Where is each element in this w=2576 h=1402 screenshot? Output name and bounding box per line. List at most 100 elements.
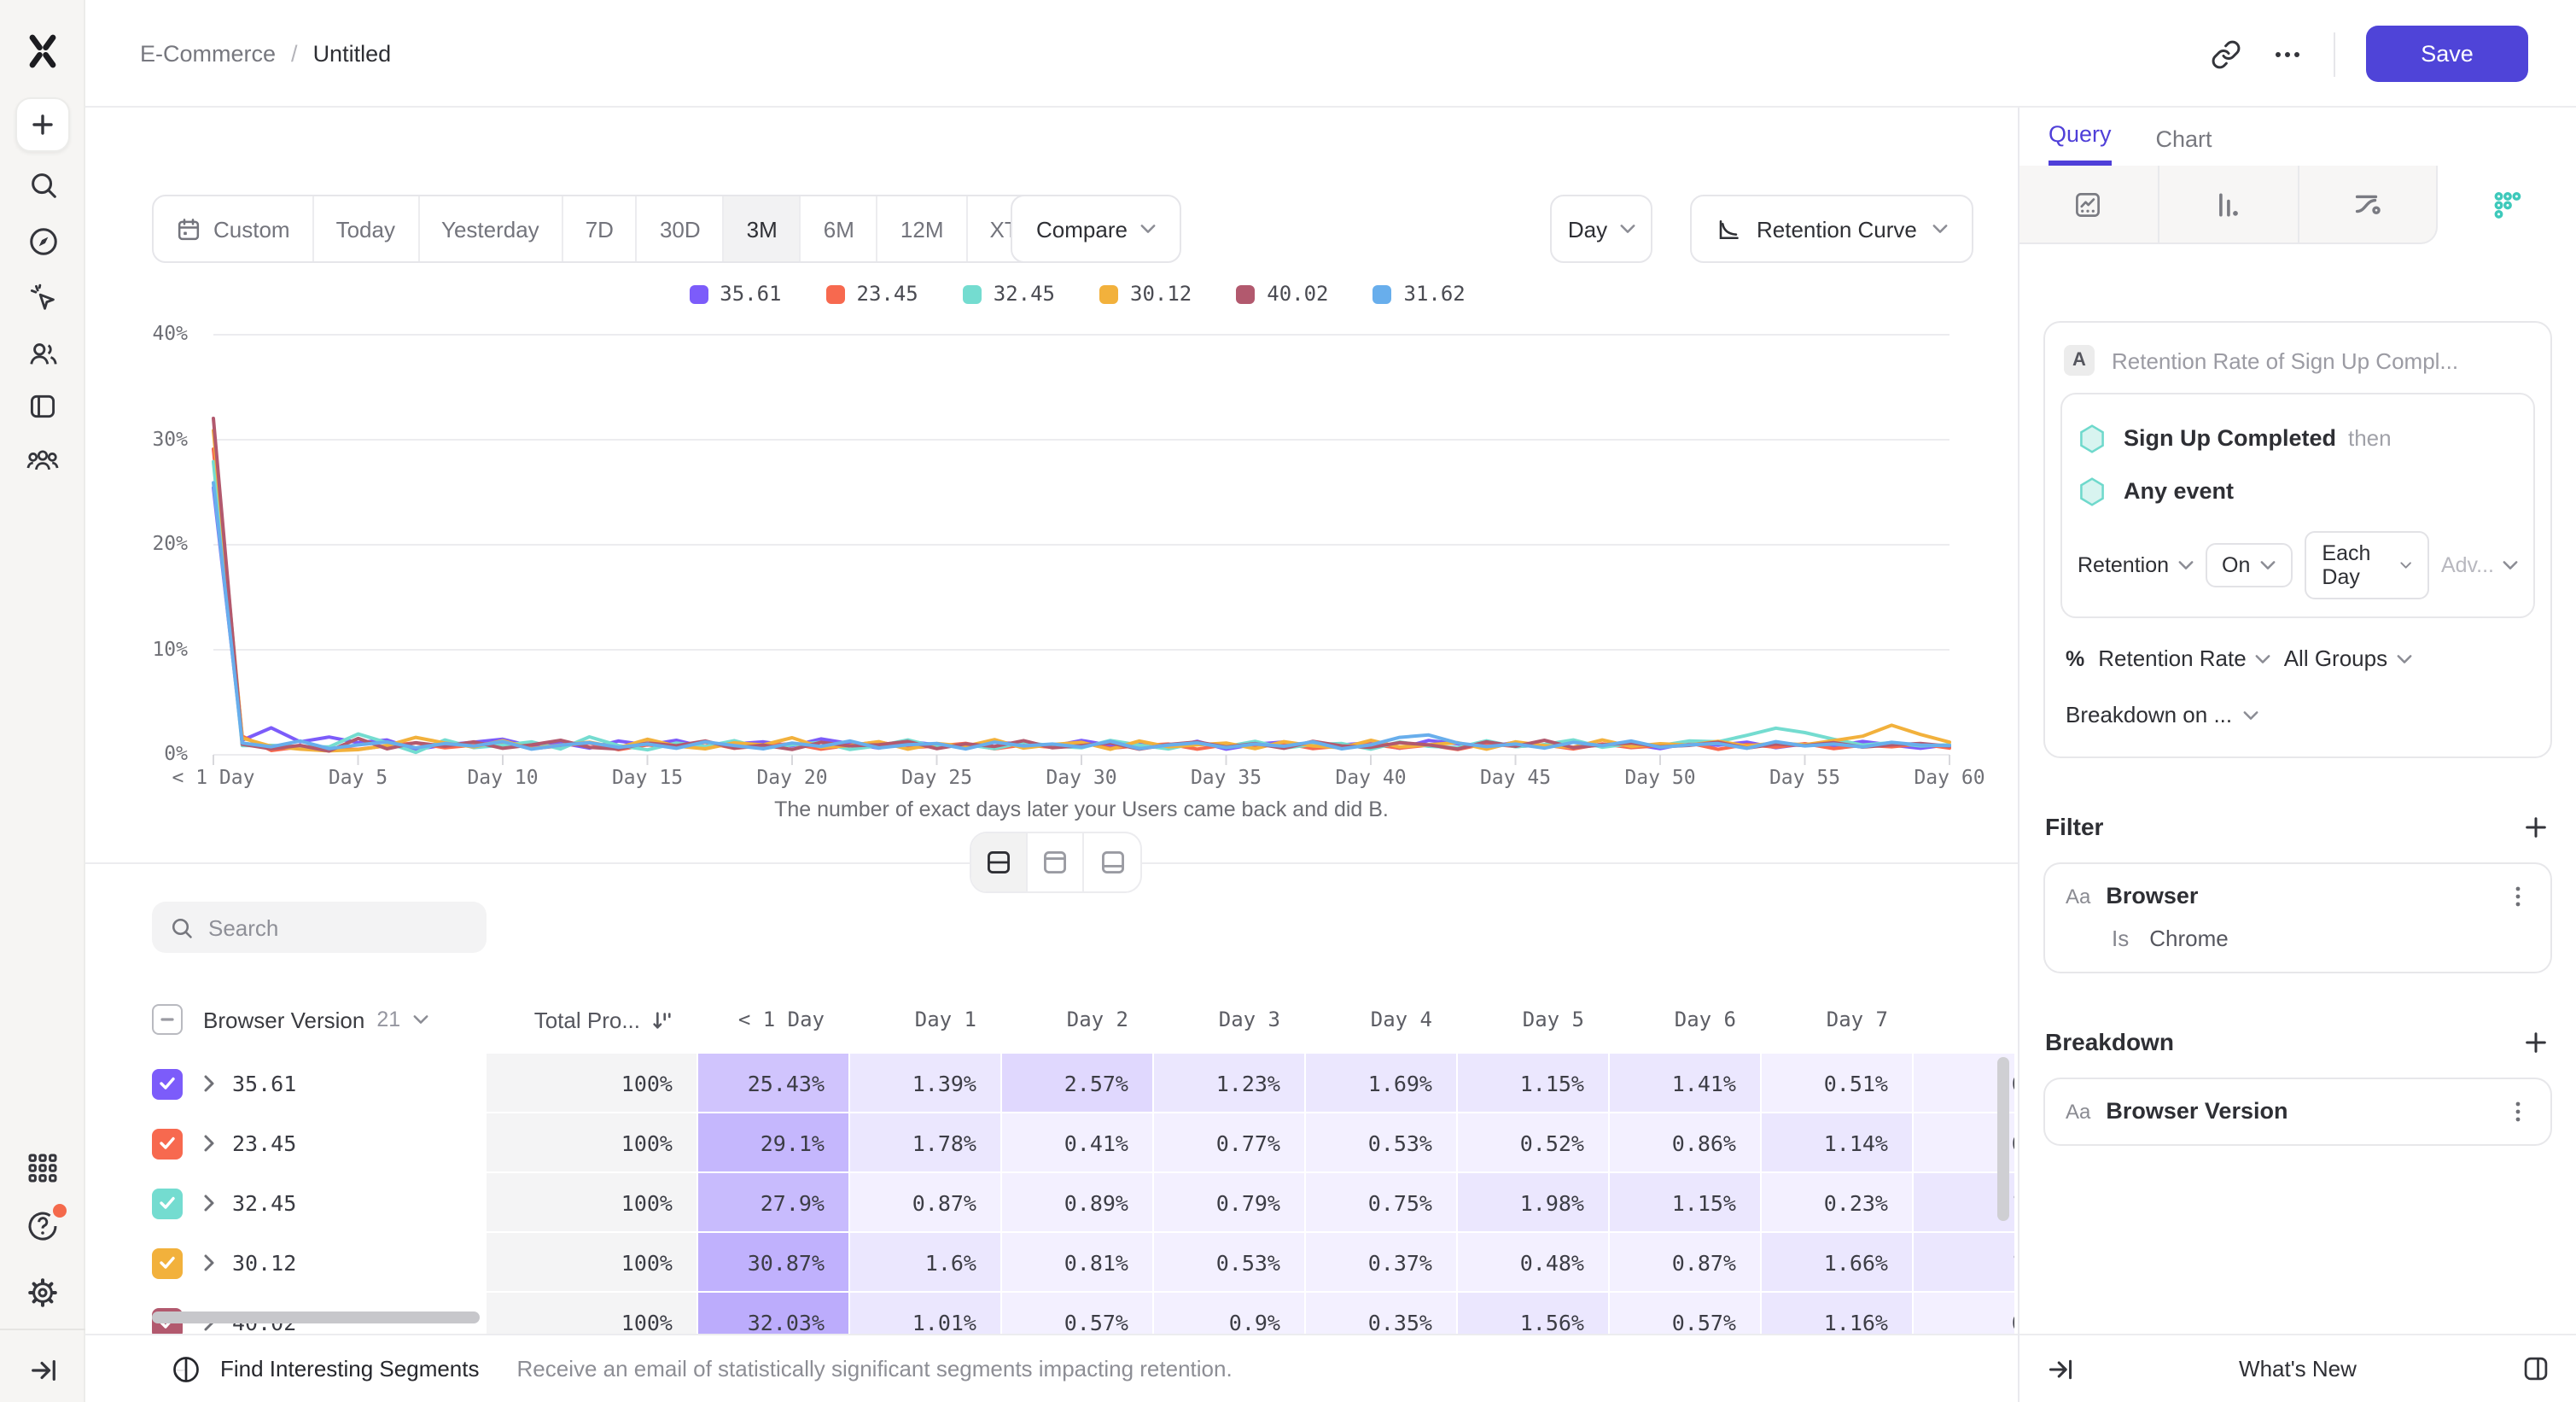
row-label[interactable]: 32.45 bbox=[232, 1190, 297, 1216]
day-column-header[interactable]: < 1 Day bbox=[737, 1008, 825, 1031]
legend-item-30.12[interactable]: 30.12 bbox=[1099, 282, 1192, 306]
whats-new-link[interactable]: What's New bbox=[2239, 1356, 2357, 1382]
breadcrumb-current[interactable]: Untitled bbox=[312, 41, 392, 67]
events-nav-button[interactable] bbox=[0, 272, 85, 323]
row-checkbox[interactable] bbox=[152, 1247, 183, 1278]
breakdown-property[interactable]: Browser Version bbox=[2106, 1098, 2288, 1124]
day-column-header[interactable]: Day 4 bbox=[1370, 1008, 1432, 1031]
breakdown-on-dropdown[interactable]: Breakdown on ... bbox=[2066, 702, 2530, 727]
compass-nav-button[interactable] bbox=[0, 215, 85, 266]
collapse-panel-icon[interactable] bbox=[2047, 1355, 2074, 1382]
range-yesterday[interactable]: Yesterday bbox=[419, 196, 563, 261]
split-view-button[interactable] bbox=[971, 833, 1028, 891]
new-report-button[interactable] bbox=[15, 97, 70, 152]
total-column-header[interactable]: Total Pro... bbox=[487, 1007, 696, 1032]
boards-nav-button[interactable] bbox=[0, 381, 85, 432]
legend-item-40.02[interactable]: 40.02 bbox=[1236, 282, 1329, 306]
panel-layout-icon[interactable] bbox=[2521, 1354, 2550, 1383]
more-options-icon[interactable] bbox=[2272, 38, 2303, 69]
retention-type-dropdown[interactable]: Retention bbox=[2078, 553, 2193, 577]
day-column-header[interactable]: Day 5 bbox=[1522, 1008, 1584, 1031]
breakdown-menu-icon[interactable] bbox=[2506, 1099, 2530, 1123]
expand-row-icon[interactable] bbox=[203, 1194, 215, 1212]
add-breakdown-icon[interactable] bbox=[2523, 1029, 2549, 1054]
row-checkbox[interactable] bbox=[152, 1128, 183, 1159]
range-3m[interactable]: 3M bbox=[724, 196, 801, 261]
tab-query[interactable]: Query bbox=[2049, 121, 2112, 166]
save-button[interactable]: Save bbox=[2366, 26, 2528, 82]
day-column-header[interactable]: Day 1 bbox=[914, 1008, 976, 1031]
each-day-dropdown[interactable]: Each Day bbox=[2305, 531, 2429, 599]
on-dropdown[interactable]: On bbox=[2205, 543, 2293, 587]
row-label[interactable]: 30.12 bbox=[232, 1250, 297, 1276]
row-checkbox[interactable] bbox=[152, 1068, 183, 1099]
search-nav-button[interactable] bbox=[0, 159, 85, 210]
row-label[interactable]: 35.61 bbox=[232, 1071, 297, 1096]
legend-swatch bbox=[1236, 284, 1256, 303]
expand-row-icon[interactable] bbox=[203, 1074, 215, 1093]
legend-item-23.45[interactable]: 23.45 bbox=[825, 282, 918, 306]
legend-item-35.61[interactable]: 35.61 bbox=[689, 282, 782, 306]
day-column-header[interactable]: Day 2 bbox=[1066, 1008, 1128, 1031]
tab-funnels[interactable] bbox=[2159, 166, 2299, 244]
event-step-2[interactable]: Any event bbox=[2078, 464, 2518, 517]
day-column-header[interactable]: Day 8 bbox=[1912, 1008, 2015, 1031]
users-nav-button[interactable] bbox=[0, 328, 85, 379]
advanced-dropdown[interactable]: Adv... bbox=[2441, 553, 2518, 577]
chart-type-dropdown[interactable]: Retention Curve bbox=[1690, 195, 1973, 263]
filter-operator[interactable]: Is bbox=[2112, 926, 2130, 951]
apps-grid-icon[interactable] bbox=[0, 1142, 85, 1194]
range-custom[interactable]: Custom bbox=[154, 196, 314, 261]
breadcrumb: E-Commerce / Untitled bbox=[140, 41, 391, 67]
legend-item-31.62[interactable]: 31.62 bbox=[1373, 282, 1466, 306]
breadcrumb-parent[interactable]: E-Commerce bbox=[140, 41, 277, 67]
expand-row-icon[interactable] bbox=[203, 1253, 215, 1272]
tab-chart[interactable]: Chart bbox=[2155, 126, 2212, 152]
day-column-header[interactable]: Day 3 bbox=[1218, 1008, 1280, 1031]
x-tick-label: Day 30 bbox=[1046, 765, 1117, 789]
granularity-dropdown[interactable]: Day bbox=[1550, 195, 1652, 263]
segments-title[interactable]: Find Interesting Segments bbox=[220, 1356, 480, 1382]
search-input[interactable] bbox=[208, 914, 447, 940]
mixpanel-logo-icon[interactable] bbox=[0, 26, 85, 77]
event-hexagon-icon bbox=[2080, 476, 2104, 505]
series-line-31.62 bbox=[212, 481, 1951, 751]
range-30d[interactable]: 30D bbox=[638, 196, 725, 261]
filter-menu-icon[interactable] bbox=[2506, 884, 2530, 908]
legend-item-32.45[interactable]: 32.45 bbox=[962, 282, 1055, 306]
range-today[interactable]: Today bbox=[314, 196, 419, 261]
filter-property[interactable]: Browser bbox=[2106, 883, 2199, 908]
tab-flows[interactable] bbox=[2299, 166, 2439, 244]
day-column-header[interactable]: Day 7 bbox=[1826, 1008, 1888, 1031]
copy-link-icon[interactable] bbox=[2211, 38, 2241, 69]
select-all-checkbox[interactable] bbox=[152, 1004, 183, 1035]
event-step-1[interactable]: Sign Up Completed then bbox=[2078, 412, 2518, 464]
cohorts-nav-button[interactable] bbox=[0, 434, 85, 485]
filter-value[interactable]: Chrome bbox=[2149, 926, 2229, 951]
chart-view-button[interactable] bbox=[1028, 833, 1084, 891]
total-cell: 100% bbox=[487, 1293, 696, 1335]
range-6m[interactable]: 6M bbox=[801, 196, 878, 261]
row-label[interactable]: 23.45 bbox=[232, 1130, 297, 1156]
expand-row-icon[interactable] bbox=[203, 1134, 215, 1153]
range-7d[interactable]: 7D bbox=[563, 196, 638, 261]
table-view-button[interactable] bbox=[1084, 833, 1140, 891]
collapse-sidebar-icon[interactable] bbox=[0, 1344, 85, 1395]
add-filter-icon[interactable] bbox=[2523, 814, 2549, 839]
granularity-label: Day bbox=[1567, 216, 1608, 242]
compare-button[interactable]: Compare bbox=[1011, 195, 1182, 263]
row-checkbox[interactable] bbox=[152, 1188, 183, 1218]
range-12m[interactable]: 12M bbox=[878, 196, 968, 261]
measure-dropdown[interactable]: Retention Rate bbox=[2098, 646, 2270, 671]
groups-dropdown[interactable]: All Groups bbox=[2284, 646, 2411, 671]
vertical-scrollbar[interactable] bbox=[1997, 1057, 2009, 1221]
help-icon[interactable] bbox=[0, 1200, 85, 1252]
query-title[interactable]: Retention Rate of Sign Up Compl... bbox=[2112, 348, 2459, 373]
group-column-header[interactable]: Browser Version 21 bbox=[203, 1007, 428, 1032]
settings-icon[interactable] bbox=[0, 1267, 85, 1318]
day-column-header[interactable]: Day 6 bbox=[1674, 1008, 1736, 1031]
tab-retention[interactable] bbox=[2438, 166, 2576, 244]
horizontal-scrollbar[interactable] bbox=[152, 1311, 480, 1323]
retention-line-chart[interactable] bbox=[201, 324, 1960, 772]
tab-insights[interactable] bbox=[2019, 166, 2159, 244]
